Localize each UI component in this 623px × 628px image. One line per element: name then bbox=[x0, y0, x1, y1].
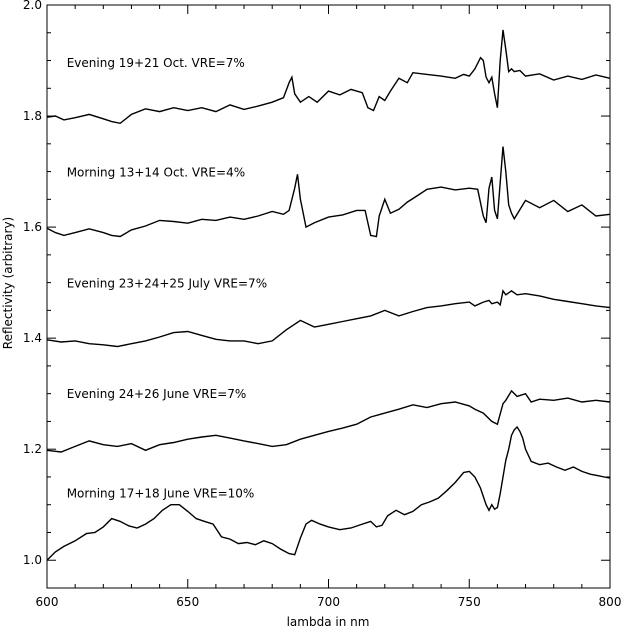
x-tick-label: 650 bbox=[176, 595, 199, 609]
series-line-4 bbox=[46, 389, 611, 453]
series-annotation-3: Evening 23+24+25 July VRE=7% bbox=[67, 277, 267, 291]
series-line-3 bbox=[46, 289, 611, 348]
y-tick-label: 1.4 bbox=[23, 331, 42, 345]
y-axis-label: Reflectivity (arbitrary) bbox=[1, 217, 15, 349]
axis-tick-labels: 600 650 700 750 800 1.0 1.2 1.4 1.6 1.8 2.0 bbox=[23, 0, 622, 609]
x-tick-label: 700 bbox=[317, 595, 340, 609]
y-tick-label: 1.0 bbox=[23, 553, 42, 567]
series-group bbox=[46, 29, 611, 561]
axis-ticks bbox=[46, 4, 611, 589]
x-tick-label: 750 bbox=[458, 595, 481, 609]
x-tick-label: 800 bbox=[599, 595, 622, 609]
y-tick-label: 1.6 bbox=[23, 220, 42, 234]
series-annotation-1: Evening 19+21 Oct. VRE=7% bbox=[67, 56, 245, 70]
y-tick-label: 1.8 bbox=[23, 109, 42, 123]
series-annotation-5: Morning 17+18 June VRE=10% bbox=[67, 486, 255, 500]
series-annotation-4: Evening 24+26 June VRE=7% bbox=[67, 387, 247, 401]
y-tick-label: 1.2 bbox=[23, 442, 42, 456]
annotation-group: Evening 19+21 Oct. VRE=7% Morning 13+14 O… bbox=[67, 56, 267, 500]
x-tick-label: 600 bbox=[36, 595, 59, 609]
series-line-1 bbox=[46, 29, 611, 125]
plot-frame bbox=[46, 4, 611, 589]
y-tick-label: 2.0 bbox=[23, 0, 42, 12]
series-line-5 bbox=[46, 425, 611, 561]
series-line-2 bbox=[46, 146, 611, 238]
x-axis-label: lambda in nm bbox=[287, 615, 370, 628]
series-annotation-2: Morning 13+14 Oct. VRE=4% bbox=[67, 166, 245, 180]
